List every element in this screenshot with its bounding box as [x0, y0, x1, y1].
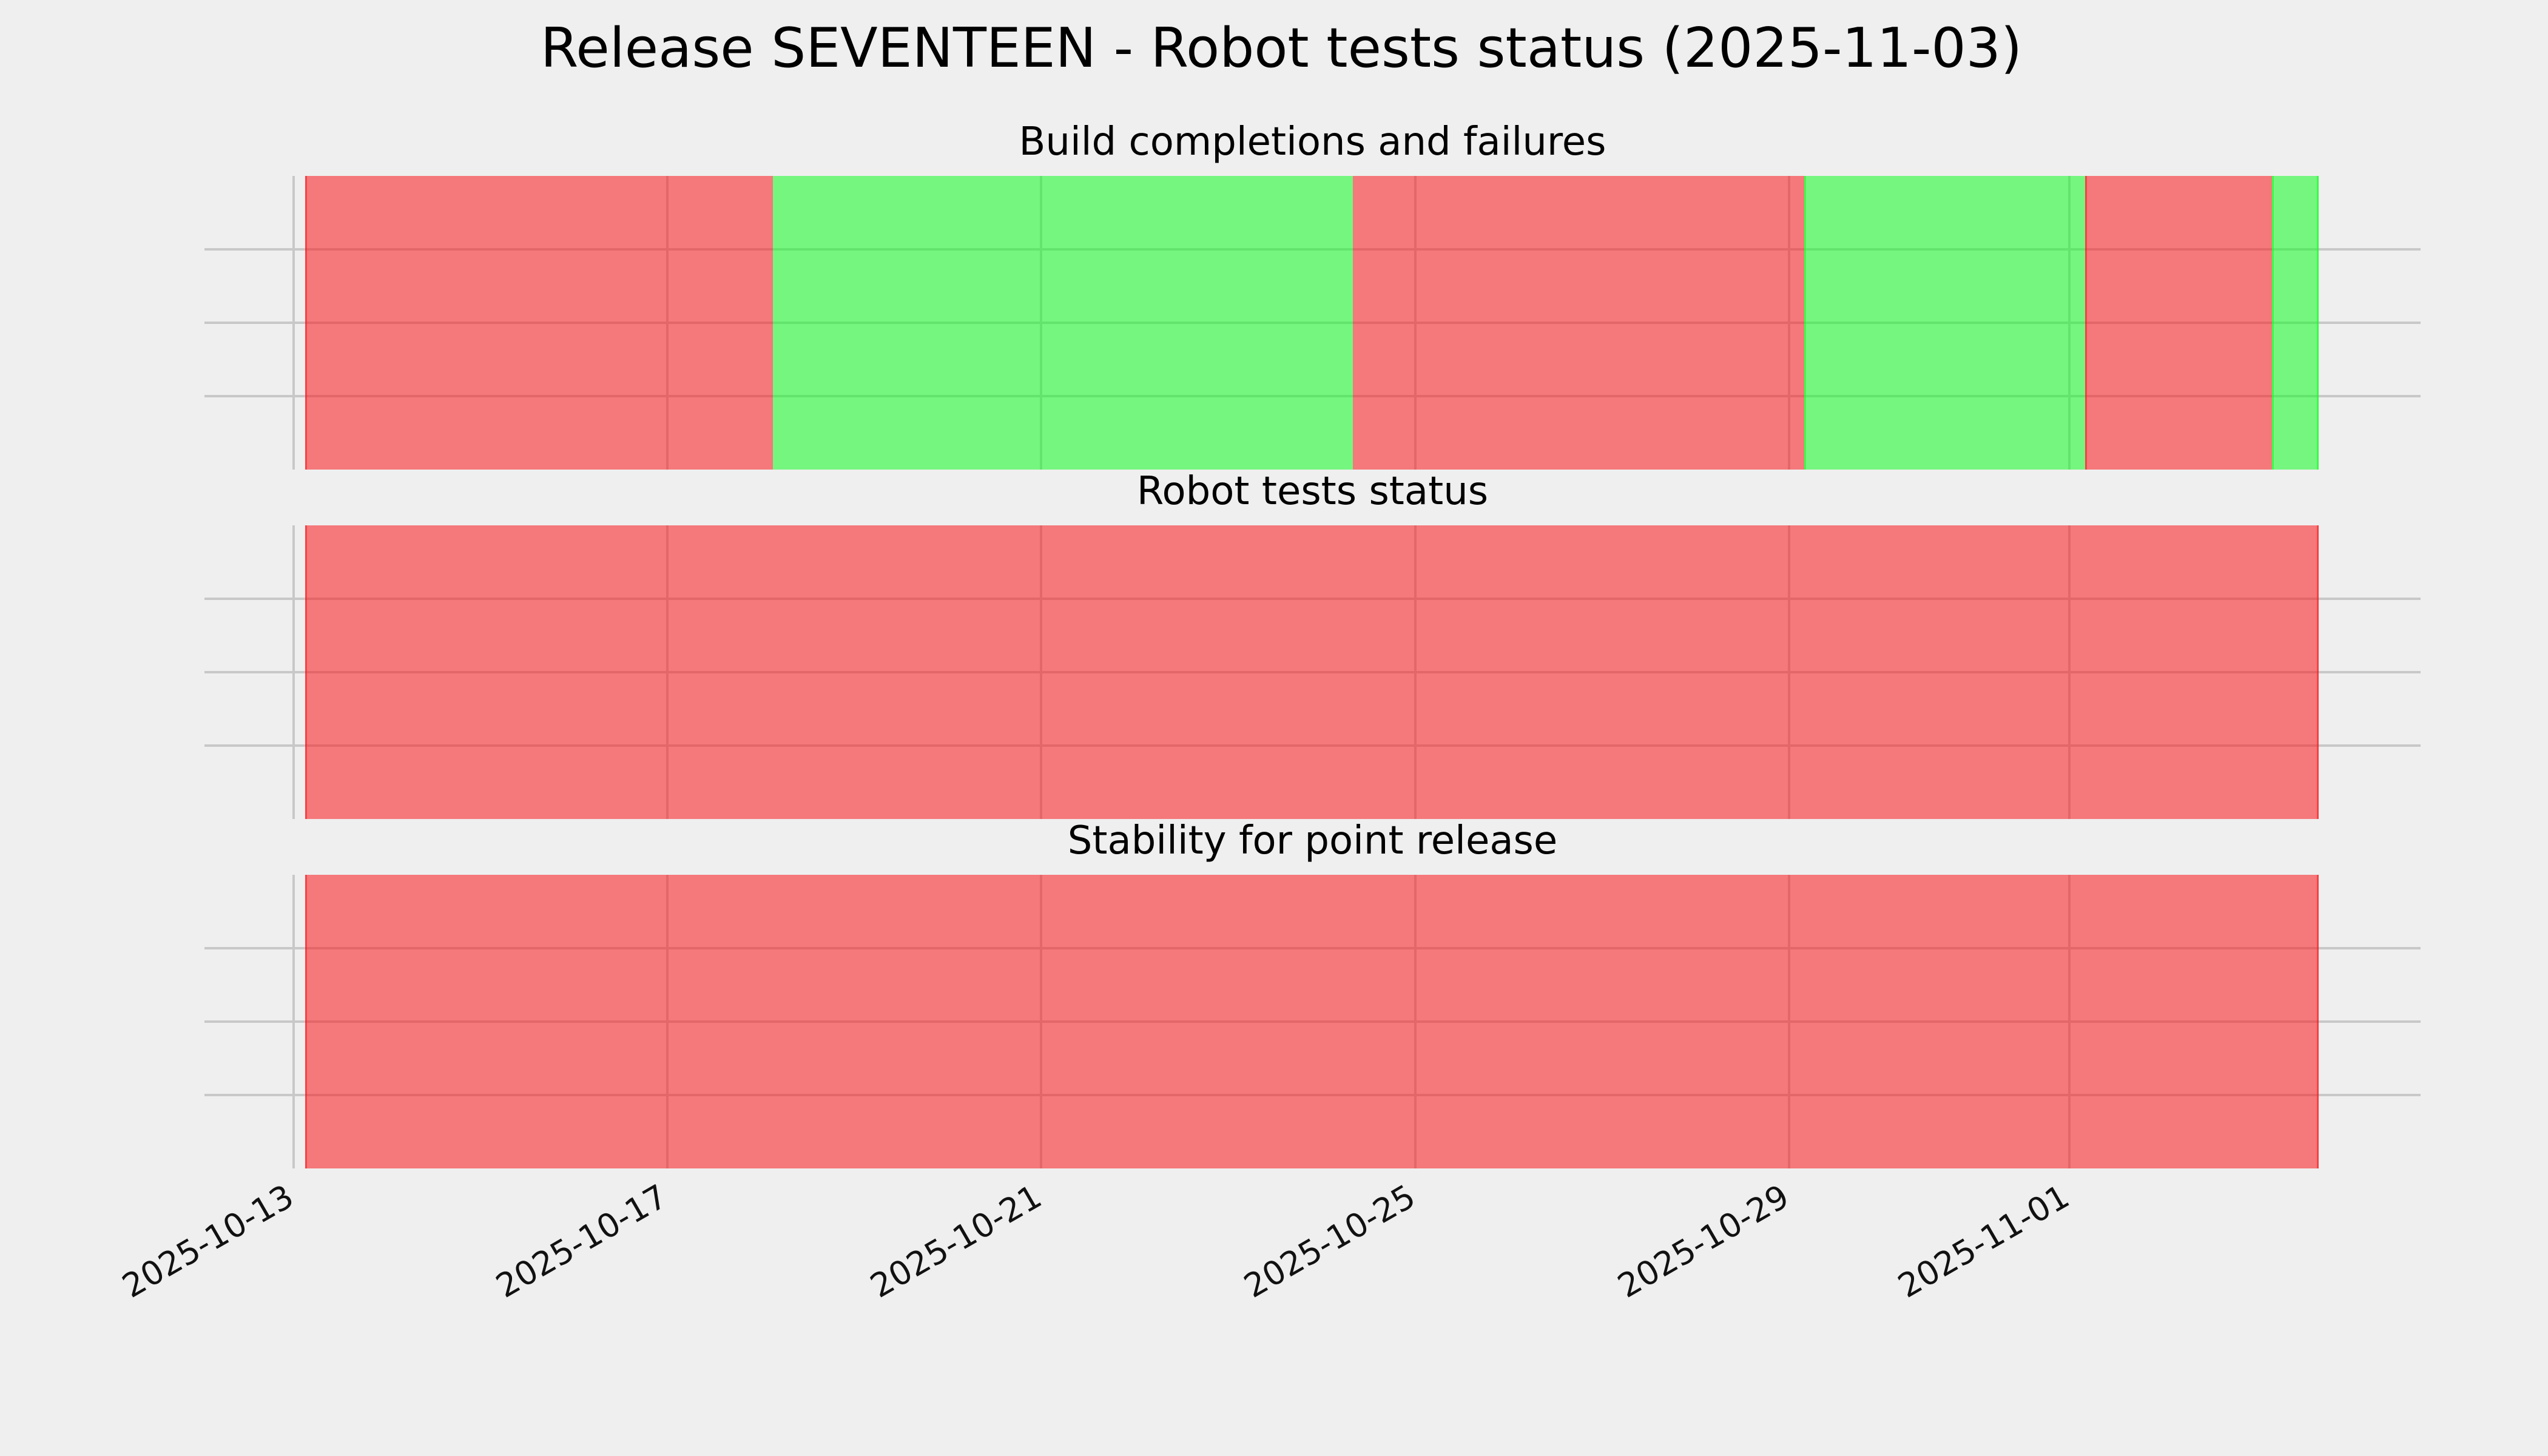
- x-gridline-2025-10-13: [292, 176, 295, 470]
- segment-start-edge: [305, 875, 308, 1168]
- x-tick-label-2025-10-29: 2025-10-29: [1611, 1177, 1796, 1306]
- status-segment-pass: [2271, 176, 2319, 470]
- chart-3-title: Stability for point release: [1067, 818, 1558, 863]
- segment-end-edge: [2316, 525, 2319, 819]
- x-tick-label-2025-10-21: 2025-10-21: [863, 1177, 1048, 1306]
- chart-3-axes: [204, 875, 2421, 1168]
- segment-start-edge: [2271, 176, 2274, 470]
- status-segment-fail: [305, 525, 2319, 819]
- x-tick-label-2025-10-25: 2025-10-25: [1237, 1177, 1422, 1306]
- status-segment-fail: [305, 176, 773, 470]
- segment-start-edge: [305, 525, 308, 819]
- chart-1-axes: [204, 176, 2421, 470]
- x-tick-label-2025-11-01: 2025-11-01: [1892, 1177, 2076, 1306]
- segment-end-edge: [2316, 875, 2319, 1168]
- status-segment-fail: [305, 875, 2319, 1168]
- x-tick-label-2025-10-13: 2025-10-13: [116, 1177, 300, 1306]
- x-gridline-2025-10-13: [292, 525, 295, 819]
- segment-start-edge: [1804, 176, 1807, 470]
- chart-2-title: Robot tests status: [1136, 469, 1489, 514]
- chart-1-title: Build completions and failures: [1019, 120, 1606, 164]
- segment-start-edge: [2085, 176, 2087, 470]
- segment-end-edge: [2316, 176, 2319, 470]
- status-segment-fail: [1352, 176, 1805, 470]
- status-segment-pass: [772, 176, 1353, 470]
- x-gridline-2025-10-13: [292, 875, 295, 1168]
- segment-start-edge: [305, 176, 308, 470]
- x-tick-label-2025-10-17: 2025-10-17: [490, 1177, 674, 1306]
- chart-2-axes: [204, 525, 2421, 819]
- status-segment-pass: [1804, 176, 2085, 470]
- status-segment-fail: [2085, 176, 2272, 470]
- figure-title: Release SEVENTEEN - Robot tests status (…: [540, 16, 2023, 80]
